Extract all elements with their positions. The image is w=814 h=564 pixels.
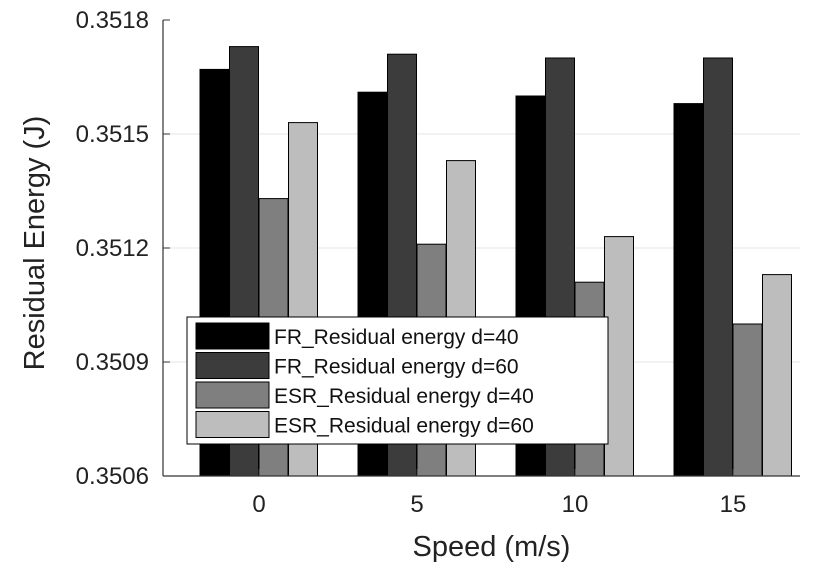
x-tick-label: 5 — [410, 491, 423, 518]
bar — [703, 57, 733, 477]
x-axis-label: Speed (m/s) — [413, 531, 571, 563]
y-tick-label: 0.3515 — [76, 121, 149, 148]
legend-label: FR_Residual energy d=60 — [274, 356, 519, 379]
legend-swatch — [195, 381, 270, 409]
legend-swatch — [195, 352, 270, 379]
legend-swatch — [195, 411, 270, 438]
x-tick-labels: 0 5 10 15 — [252, 491, 746, 518]
y-axis-label: Residual Energy (J) — [19, 116, 51, 371]
x-tick-label: 10 — [562, 491, 589, 518]
bar — [604, 236, 634, 477]
bar — [673, 103, 704, 477]
y-tick-label: 0.3518 — [76, 7, 149, 34]
x-tick-label: 0 — [252, 491, 265, 518]
legend-swatch — [195, 322, 270, 350]
y-tick-labels: 0.3506 0.3509 0.3512 0.3515 0.3518 — [76, 7, 149, 490]
x-tick-label: 15 — [720, 491, 747, 518]
y-tick-label: 0.3512 — [76, 235, 149, 262]
bar — [762, 274, 792, 477]
legend-label: FR_Residual energy d=40 — [274, 326, 519, 349]
y-tick-label: 0.3509 — [76, 349, 149, 376]
legend: FR_Residual energy d=40 FR_Residual energ… — [186, 316, 609, 445]
axes — [162, 19, 800, 477]
y-tick-label: 0.3506 — [76, 463, 149, 490]
bar — [732, 323, 763, 477]
legend-label: ESR_Residual energy d=60 — [274, 415, 534, 438]
legend-label: ESR_Residual energy d=40 — [274, 385, 534, 408]
